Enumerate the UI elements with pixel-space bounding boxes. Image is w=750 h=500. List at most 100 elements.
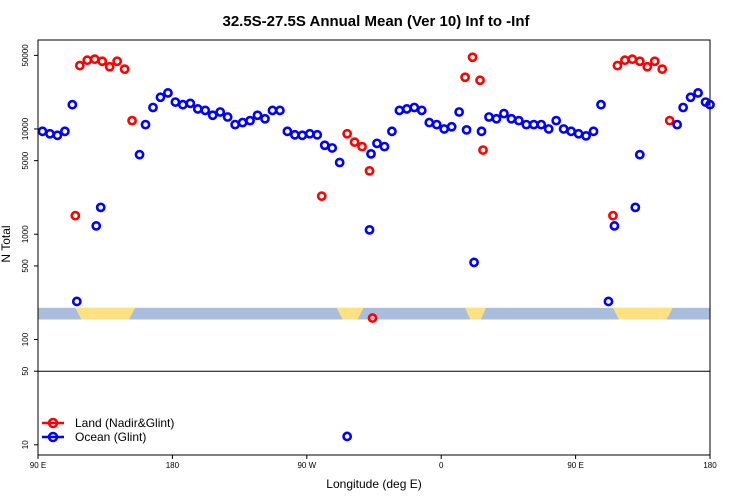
ocean-point-72 (630, 202, 641, 213)
land-point-18 (478, 145, 488, 155)
ocean-point-5 (71, 296, 82, 307)
land-point-16 (467, 52, 478, 63)
land-point-14 (367, 313, 378, 323)
ocean-point-50 (454, 107, 465, 117)
x-tick-label-4: 90 E (567, 461, 583, 470)
ocean-point-21 (230, 119, 241, 130)
land-point-11 (349, 137, 360, 148)
ocean-point-9 (140, 119, 151, 130)
ocean-point-8 (134, 149, 145, 160)
ocean-point-16 (192, 104, 203, 114)
ocean-point-20 (222, 112, 233, 122)
ocean-point-15 (185, 98, 196, 109)
ocean-point-70 (603, 296, 614, 307)
ocean-point-33 (319, 140, 330, 151)
y-tick-label-3: 500 (21, 259, 30, 273)
x-tick-label-5: 180 (703, 461, 717, 470)
y-axis: 10 50 100 500 1000 5000 10000 50000 (21, 44, 38, 449)
land-point-19 (608, 210, 618, 221)
legend-item-land: Land (Nadir&Glint) (42, 416, 174, 430)
ocean-point-2 (52, 130, 63, 141)
x-tick-label-3: 0 (439, 461, 444, 470)
ocean-point-34 (327, 143, 338, 153)
ocean-point-76 (685, 92, 696, 103)
land-point-22 (627, 54, 638, 65)
x-axis: 90 E 180 90 W 0 90 E 180 (30, 455, 717, 470)
land-point-24 (642, 61, 653, 72)
ocean-point-26 (267, 105, 278, 116)
y-tick-label-4: 1000 (21, 225, 30, 243)
ocean-point-28 (282, 126, 293, 137)
ocean-point-31 (304, 128, 315, 139)
ocean-point-57 (506, 113, 517, 124)
ocean-point-6 (91, 221, 102, 231)
ocean-point-54 (484, 112, 494, 122)
land-point-1 (74, 60, 85, 71)
ocean-point-61 (536, 119, 547, 130)
ocean-point-47 (431, 119, 442, 130)
x-axis-label: Longitude (deg E) (326, 477, 421, 491)
x-tick-label-0: 90 E (30, 461, 46, 470)
legend: Land (Nadir&Glint) Ocean (Glint) (42, 416, 174, 444)
ocean-point-29 (289, 129, 300, 140)
land-point-4 (97, 56, 108, 67)
land-point-13 (364, 165, 375, 176)
ocean-point-7 (95, 202, 106, 213)
y-tick-label-1: 50 (21, 366, 30, 375)
ocean-point-55 (491, 113, 502, 124)
land-point-8 (127, 115, 137, 126)
ocean-point-3 (59, 126, 70, 137)
legend-swatch-land-marker (47, 417, 59, 429)
land-point-25 (649, 56, 660, 67)
land-point-3 (89, 54, 100, 65)
y-axis-label: N Total (0, 225, 13, 262)
ocean-point-1 (45, 128, 55, 139)
ocean-point-62 (543, 124, 554, 134)
ocean-point-40 (379, 141, 390, 152)
ocean-point-32 (312, 129, 323, 140)
ocean-point-56 (499, 108, 509, 119)
ocean-point-73 (634, 149, 645, 160)
land-point-10 (342, 128, 353, 139)
legend-label-land: Land (Nadir&Glint) (75, 416, 174, 430)
ocean-point-59 (521, 119, 532, 130)
data-points (37, 52, 715, 442)
ocean-point-52 (469, 257, 479, 268)
ocean-point-36 (342, 431, 353, 442)
land-point-7 (119, 64, 130, 75)
ocean-point-18 (207, 110, 218, 121)
strip-land-segment-2 (465, 307, 486, 320)
y-tick-label-5: 5000 (21, 151, 30, 169)
ocean-point-41 (387, 126, 397, 137)
ocean-point-53 (476, 126, 487, 137)
land-point-17 (475, 75, 485, 86)
ocean-point-4 (67, 99, 78, 110)
ocean-point-65 (566, 126, 577, 137)
ocean-point-19 (215, 107, 226, 117)
chart-title: 32.5S-27.5S Annual Mean (Ver 10) Inf to … (222, 13, 530, 30)
y-tick-label-2: 100 (21, 332, 30, 346)
land-point-27 (664, 115, 675, 126)
ocean-point-60 (528, 119, 539, 130)
ocean-point-37 (364, 224, 375, 235)
land-point-15 (460, 72, 470, 83)
ocean-point-51 (461, 124, 472, 135)
ocean-point-39 (372, 138, 382, 149)
land-point-0 (70, 210, 81, 221)
ocean-point-25 (260, 113, 270, 124)
land-point-5 (104, 61, 115, 72)
legend-item-ocean: Ocean (Glint) (42, 430, 146, 444)
ocean-point-71 (609, 221, 620, 231)
ocean-point-12 (163, 88, 173, 98)
ocean-point-45 (416, 105, 427, 116)
ocean-point-27 (275, 105, 285, 116)
ocean-point-35 (334, 157, 345, 168)
series-land (70, 52, 675, 323)
land-point-23 (634, 56, 645, 67)
ocean-point-0 (37, 126, 48, 137)
ocean-point-67 (581, 130, 591, 141)
land-point-2 (82, 55, 93, 66)
land-point-21 (619, 55, 630, 66)
ocean-point-77 (693, 88, 703, 98)
